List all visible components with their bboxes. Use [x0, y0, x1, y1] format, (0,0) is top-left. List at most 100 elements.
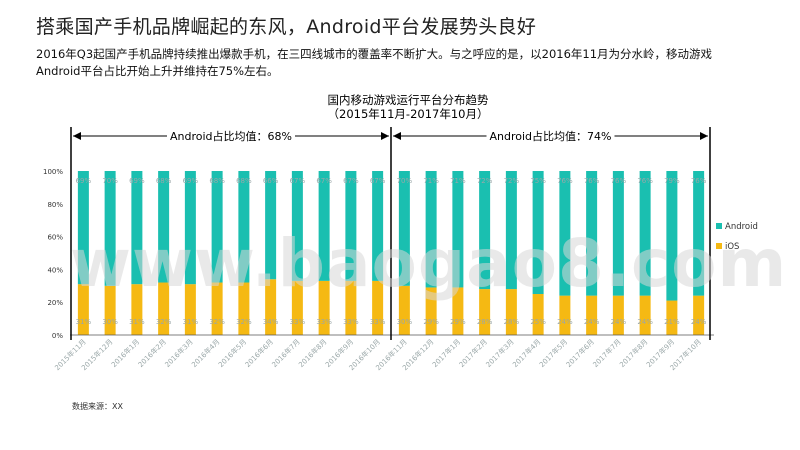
data-label-android: 68%: [156, 177, 172, 185]
data-label-android: 68%: [209, 177, 225, 185]
data-label-ios: 32%: [209, 318, 225, 326]
data-label-ios: 32%: [156, 318, 172, 326]
bar-android: [211, 171, 223, 283]
bar-ios: [77, 284, 89, 335]
data-label-ios: 28%: [504, 318, 520, 326]
legend: Android iOS: [716, 222, 758, 252]
data-label-ios: 29%: [450, 318, 466, 326]
bar-android: [318, 171, 330, 281]
data-label-ios: 25%: [530, 318, 546, 326]
bar-ios: [238, 282, 250, 335]
data-label-android: 76%: [611, 177, 627, 185]
slide-title: 搭乘国产手机品牌崛起的东风，Android平台发展势头良好: [36, 16, 537, 38]
y-tick-label: 40%: [47, 266, 63, 274]
bar-android: [586, 171, 598, 296]
bar-android: [505, 171, 517, 290]
data-label-ios: 32%: [236, 318, 252, 326]
annotation-arrowhead: [73, 132, 81, 140]
data-label-ios: 24%: [691, 318, 707, 326]
data-label-ios: 24%: [611, 318, 627, 326]
y-tick-label: 20%: [47, 299, 63, 307]
data-label-android: 69%: [183, 177, 199, 185]
data-label-android: 76%: [557, 177, 573, 185]
bar-android: [693, 171, 705, 296]
data-label-android: 67%: [343, 177, 359, 185]
bar-ios: [612, 295, 624, 335]
annotation-arrowhead: [700, 132, 708, 140]
legend-swatch-android: [716, 223, 722, 229]
chart-subtitle: （2015年11月-2017年10月）: [328, 107, 489, 121]
y-tick-label: 80%: [47, 201, 63, 209]
bar-ios: [425, 287, 437, 335]
bar-ios: [184, 284, 196, 335]
y-tick-label: 60%: [47, 234, 63, 242]
bar-ios: [372, 280, 384, 335]
data-label-ios: 33%: [290, 318, 306, 326]
description-line-1: 2016年Q3起国产手机品牌持续推出爆款手机，在三四线城市的覆盖率不断扩大。与之…: [36, 47, 713, 61]
bar-ios: [559, 295, 571, 335]
data-label-ios: 31%: [76, 318, 92, 326]
data-label-ios: 33%: [316, 318, 332, 326]
data-label-ios: 24%: [557, 318, 573, 326]
bar-ios: [586, 295, 598, 335]
bar-ios: [532, 294, 544, 335]
data-label-ios: 29%: [423, 318, 439, 326]
data-label-android: 70%: [102, 177, 118, 185]
bar-ios: [104, 285, 116, 335]
data-label-android: 67%: [370, 177, 386, 185]
data-label-android: 76%: [584, 177, 600, 185]
data-label-ios: 30%: [102, 318, 118, 326]
legend-swatch-ios: [716, 243, 722, 249]
bar-ios: [211, 282, 223, 335]
bar-ios: [398, 285, 410, 335]
bar-android: [104, 171, 116, 286]
data-label-android: 67%: [290, 177, 306, 185]
bar-android: [559, 171, 571, 296]
bar-android: [425, 171, 437, 288]
bar-ios: [666, 300, 678, 335]
y-tick-label: 100%: [43, 168, 63, 176]
data-label-android: 68%: [236, 177, 252, 185]
bar-android: [532, 171, 544, 294]
data-label-ios: 24%: [584, 318, 600, 326]
slide-description: 2016年Q3起国产手机品牌持续推出爆款手机，在三四线城市的覆盖率不断扩大。与之…: [36, 46, 776, 80]
bar-android: [372, 171, 384, 281]
bar-android: [158, 171, 170, 283]
data-label-android: 75%: [530, 177, 546, 185]
bar-ios: [318, 280, 330, 335]
annotation-arrowhead: [393, 132, 401, 140]
annotation-arrowhead: [381, 132, 389, 140]
bar-ios: [265, 279, 277, 335]
data-label-ios: 31%: [183, 318, 199, 326]
data-label-ios: 31%: [129, 318, 145, 326]
bar-ios: [345, 280, 357, 335]
bar-android: [345, 171, 357, 281]
y-tick-label: 0%: [52, 332, 63, 340]
data-label-ios: 24%: [637, 318, 653, 326]
data-label-ios: 34%: [263, 318, 279, 326]
bar-android: [479, 171, 491, 290]
annotation-label: Android占比均值：68%: [170, 129, 292, 143]
data-label-ios: 28%: [477, 318, 493, 326]
data-label-android: 79%: [664, 177, 680, 185]
data-label-android: 76%: [691, 177, 707, 185]
data-label-android: 70%: [397, 177, 413, 185]
bar-ios: [291, 280, 303, 335]
legend-label-ios: iOS: [725, 242, 739, 252]
annotation-label: Android占比均值：74%: [490, 129, 612, 143]
bar-ios: [639, 295, 651, 335]
bar-android: [238, 171, 250, 283]
bar-ios: [693, 295, 705, 335]
bar-android: [452, 171, 464, 288]
bars-group: 69% 31% 70% 30% 69% 31% 68% 32% 69% 31% 68% 32% 68% 3…: [76, 171, 707, 335]
data-label-ios: 33%: [343, 318, 359, 326]
bar-android: [639, 171, 651, 296]
bar-ios: [452, 287, 464, 335]
data-label-android: 71%: [423, 177, 439, 185]
description-line-2: Android平台占比开始上升并维持在75%左右。: [36, 64, 279, 78]
bar-android: [131, 171, 143, 285]
data-label-android: 72%: [504, 177, 520, 185]
period-annotations: Android占比均值：68% Android占比均值：74%: [70, 127, 711, 340]
source-note: 数据来源：XX: [72, 402, 123, 411]
data-label-android: 69%: [76, 177, 92, 185]
